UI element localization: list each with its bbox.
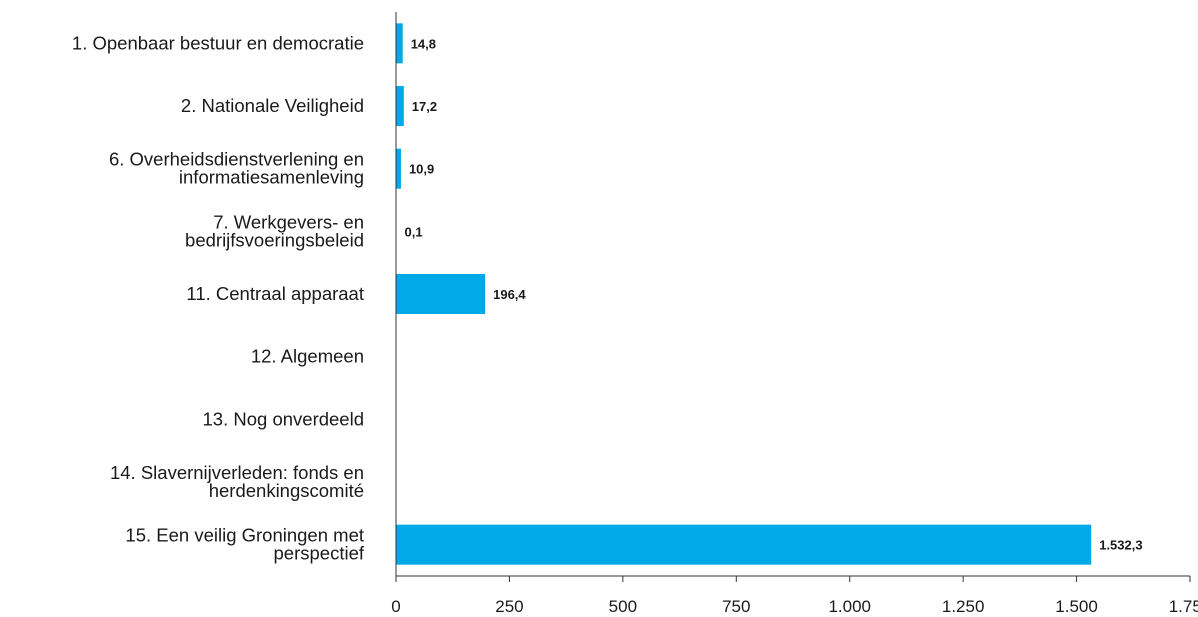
- x-tick-label: 1.250: [942, 597, 985, 616]
- x-tick-label: 0: [391, 597, 400, 616]
- category-label: 12. Algemeen: [251, 346, 364, 367]
- x-tick-label: 1.000: [828, 597, 871, 616]
- bar: [396, 23, 403, 64]
- bar: [396, 148, 401, 189]
- value-label: 17,2: [412, 99, 437, 114]
- value-label: 0,1: [405, 224, 423, 239]
- category-labels: 1. Openbaar bestuur en democratie 2. Nati…: [72, 32, 365, 563]
- value-label: 10,9: [409, 162, 434, 177]
- value-label: 1.532,3: [1099, 538, 1142, 553]
- category-label: 1. Openbaar bestuur en democratie: [72, 32, 364, 53]
- value-label: 196,4: [493, 287, 526, 302]
- bar: [396, 86, 404, 126]
- category-label: 14. Slavernijverleden: fonds en herdenkin…: [110, 462, 364, 501]
- category-label: 15. Een veilig Groningen met perspectief: [125, 525, 364, 564]
- category-label: 11. Centraal apparaat: [186, 283, 364, 304]
- bars: [396, 23, 1092, 565]
- x-axis: 0 250 500 750 1.000 1.250 1.500 1.750: [391, 12, 1198, 616]
- bar: [396, 274, 486, 314]
- bar: [396, 524, 1092, 565]
- x-tick-label: 250: [495, 597, 523, 616]
- value-label: 14,8: [411, 36, 436, 51]
- x-tick-label: 750: [722, 597, 750, 616]
- value-labels: 14,8 17,2 10,9 0,1 196,4 1.532,3: [405, 36, 1143, 552]
- category-label: 13. Nog onverdeeld: [203, 408, 364, 429]
- x-tick-label: 500: [609, 597, 637, 616]
- x-tick-label: 1.500: [1055, 597, 1098, 616]
- category-label: 2. Nationale Veiligheid: [181, 95, 364, 116]
- x-tick-label: 1.750: [1169, 597, 1198, 616]
- category-label: 6. Overheidsdienstverlening en informatie…: [109, 149, 364, 188]
- category-label: 7. Werkgevers- en bedrijfsvoeringsbeleid: [185, 211, 364, 250]
